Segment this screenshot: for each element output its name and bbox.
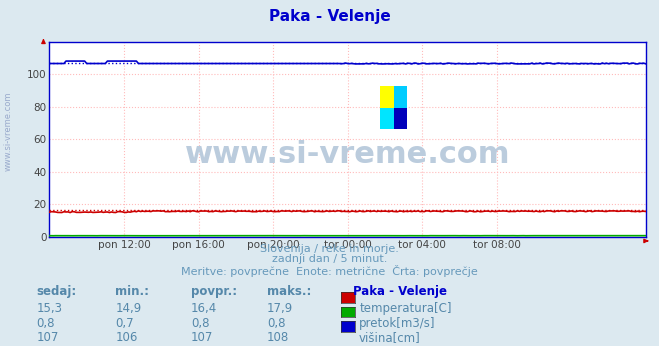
Bar (380, 108, 393, 129)
Text: maks.:: maks.: (267, 285, 311, 299)
Text: povpr.:: povpr.: (191, 285, 237, 299)
Text: www.si-vreme.com: www.si-vreme.com (185, 140, 510, 170)
Text: 14,9: 14,9 (115, 302, 142, 315)
Text: 106: 106 (115, 331, 138, 344)
Text: višina[cm]: višina[cm] (359, 331, 421, 344)
Text: 0,7: 0,7 (115, 317, 134, 330)
Text: Slovenija / reke in morje.: Slovenija / reke in morje. (260, 244, 399, 254)
Text: 0,8: 0,8 (191, 317, 210, 330)
Bar (380, 86, 393, 108)
Bar (393, 108, 407, 129)
Text: Paka - Velenje: Paka - Velenje (269, 9, 390, 24)
Text: 107: 107 (191, 331, 214, 344)
Text: 0,8: 0,8 (267, 317, 285, 330)
Text: Paka - Velenje: Paka - Velenje (353, 285, 447, 299)
Text: pretok[m3/s]: pretok[m3/s] (359, 317, 436, 330)
Text: min.:: min.: (115, 285, 150, 299)
Text: 0,8: 0,8 (36, 317, 55, 330)
Text: 16,4: 16,4 (191, 302, 217, 315)
Text: 108: 108 (267, 331, 289, 344)
Text: 15,3: 15,3 (36, 302, 62, 315)
Text: sedaj:: sedaj: (36, 285, 76, 299)
Bar (393, 86, 407, 108)
Text: temperatura[C]: temperatura[C] (359, 302, 451, 315)
Text: zadnji dan / 5 minut.: zadnji dan / 5 minut. (272, 254, 387, 264)
Text: 17,9: 17,9 (267, 302, 293, 315)
Text: Meritve: povprečne  Enote: metrične  Črta: povprečje: Meritve: povprečne Enote: metrične Črta:… (181, 265, 478, 277)
Text: 107: 107 (36, 331, 59, 344)
Text: www.si-vreme.com: www.si-vreme.com (3, 92, 13, 171)
